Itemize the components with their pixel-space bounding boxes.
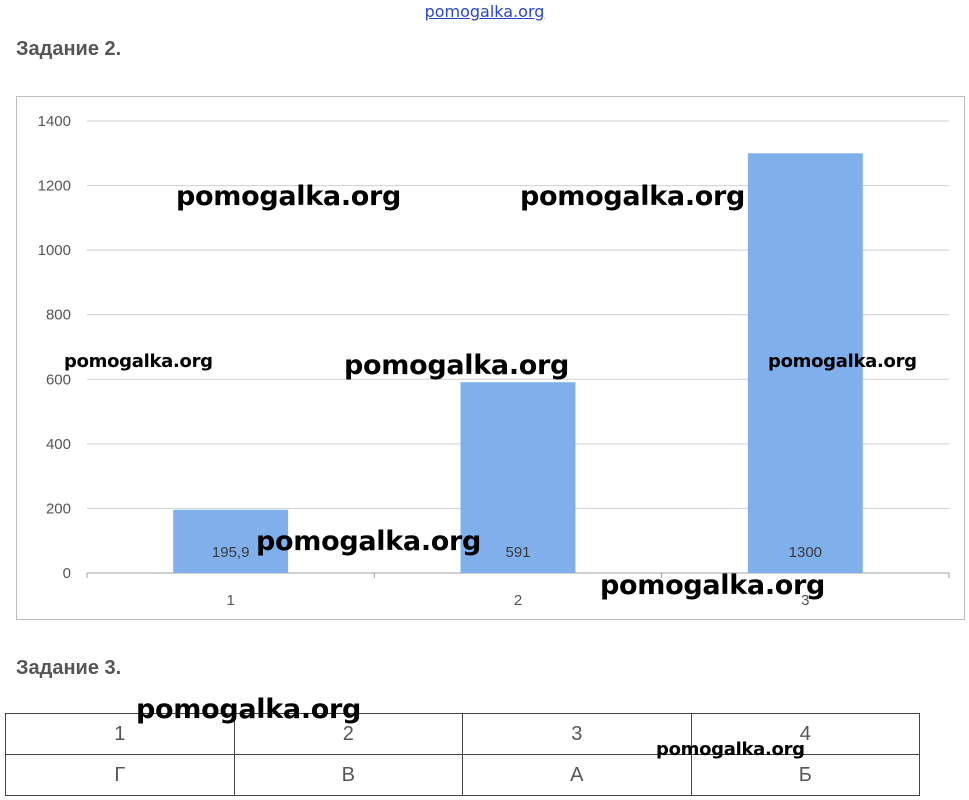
answer-table-header-cell: 3: [462, 713, 692, 755]
answer-table-cell: В: [233, 754, 463, 796]
task-2-heading: Задание 2.: [16, 38, 122, 60]
answer-table-cell: А: [462, 754, 692, 796]
watermark: pomogalka.org: [768, 351, 917, 372]
watermark: pomogalka.org: [176, 181, 402, 212]
y-tick-label: 200: [46, 500, 71, 517]
task-3-heading: Задание 3.: [16, 657, 122, 679]
y-tick-label: 1400: [38, 113, 71, 130]
answer-table-cell: Б: [690, 754, 920, 796]
site-link[interactable]: pomogalka.org: [424, 2, 545, 21]
x-tick-label: 1: [226, 592, 234, 609]
watermark: pomogalka.org: [256, 526, 482, 557]
y-tick-label: 400: [46, 436, 71, 453]
x-tick-label: 2: [514, 592, 522, 609]
watermark: pomogalka.org: [136, 694, 362, 725]
watermark: pomogalka.org: [520, 181, 746, 212]
watermark: pomogalka.org: [344, 350, 570, 381]
chart-svg: 0 200 400 600 800 1000 1200 1400 195,9 1 591 2 1300 3: [38, 113, 950, 609]
y-tick-label: 1000: [38, 242, 71, 259]
answer-table-header-cell: 2: [233, 713, 463, 755]
answer-table-header-row: 1 2 3 4: [5, 713, 920, 755]
answer-table-cell: Г: [5, 754, 235, 796]
y-tick-label: 800: [46, 307, 71, 324]
bar: [173, 509, 289, 573]
y-tick-label: 1200: [38, 178, 71, 195]
watermark: pomogalka.org: [656, 739, 805, 760]
watermark: pomogalka.org: [64, 351, 213, 372]
watermark: pomogalka.org: [600, 570, 826, 601]
y-tick-label: 0: [63, 565, 71, 582]
bar-chart: 0 200 400 600 800 1000 1200 1400 195,9 1 591 2 1300 3: [16, 96, 965, 620]
data-label: 195,9: [212, 544, 250, 561]
bar: [747, 153, 863, 573]
answer-table-row: Г В А Б: [5, 754, 920, 796]
x-tick-label: 3: [801, 592, 809, 609]
data-label: 591: [505, 544, 530, 561]
answer-table: 1 2 3 4 Г В А Б: [5, 713, 920, 796]
bar: [460, 382, 576, 573]
data-label: 1300: [789, 544, 822, 561]
y-tick-label: 600: [46, 371, 71, 388]
